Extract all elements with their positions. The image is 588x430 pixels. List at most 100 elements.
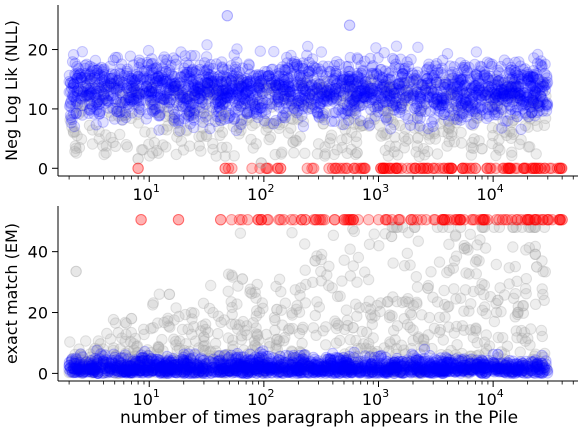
cloud-point <box>172 99 185 112</box>
cloud-point <box>187 63 199 76</box>
cloud-point <box>506 126 518 138</box>
cloud-point <box>246 119 258 132</box>
cloud-point <box>288 147 300 159</box>
cloud-point <box>184 90 196 102</box>
cloud-point <box>84 74 96 86</box>
cloud-point <box>390 40 403 52</box>
cloud-point <box>441 48 454 60</box>
data-point <box>476 143 488 155</box>
cloud-point <box>116 114 129 126</box>
cloud-point <box>325 129 338 141</box>
cloud-point <box>407 114 419 126</box>
cloud-point <box>279 64 291 77</box>
cloud-point <box>287 113 299 126</box>
cloud-point <box>235 100 247 113</box>
cloud-point <box>145 127 158 139</box>
cloud-point <box>400 135 412 147</box>
cloud-point <box>66 121 78 134</box>
cloud-point <box>203 302 216 315</box>
cloud-point <box>342 90 355 103</box>
cloud-point <box>422 329 434 341</box>
cloud-point <box>119 335 131 348</box>
data-point <box>141 80 153 93</box>
cloud-point <box>366 73 378 86</box>
cloud-point <box>157 123 169 136</box>
cloud-point <box>487 129 499 142</box>
cloud-point <box>456 107 469 120</box>
cloud-point <box>280 88 292 101</box>
cloud-point <box>170 80 183 93</box>
cloud-point <box>402 86 414 99</box>
cloud-point <box>441 140 453 152</box>
cloud-point <box>467 142 480 155</box>
cloud-point <box>515 123 527 136</box>
cloud-point <box>381 128 393 140</box>
cloud-point <box>197 122 209 134</box>
cloud-point <box>488 103 501 115</box>
cloud-point <box>425 266 437 278</box>
cloud-point <box>195 145 207 157</box>
cloud-point <box>266 101 278 113</box>
cloud-point <box>146 82 158 94</box>
cloud-point <box>467 119 479 131</box>
cloud-point <box>311 86 323 99</box>
cloud-point <box>525 323 537 335</box>
cloud-point <box>100 140 113 152</box>
cloud-point <box>503 262 515 274</box>
cloud-point <box>269 148 281 161</box>
data-point <box>103 72 116 85</box>
cloud-point <box>184 105 197 117</box>
cloud-point <box>414 93 427 105</box>
cloud-point <box>504 125 516 137</box>
data-point <box>172 125 185 138</box>
cloud-point <box>324 137 336 149</box>
x-tick-base: 10 <box>247 185 267 204</box>
x-tick-base: 10 <box>362 185 382 204</box>
cloud-point <box>73 107 85 120</box>
cloud-point <box>520 273 532 285</box>
cloud-point <box>222 285 234 297</box>
cloud-point <box>268 81 280 94</box>
cloud-point <box>235 124 247 137</box>
cloud-point <box>348 95 360 108</box>
cloud-point <box>161 124 173 136</box>
cloud-point <box>321 85 333 97</box>
cloud-point <box>492 123 505 135</box>
cloud-point <box>312 138 325 150</box>
cloud-point <box>499 80 511 92</box>
cloud-point <box>253 307 266 319</box>
cloud-point <box>311 148 324 160</box>
cloud-point <box>431 148 444 160</box>
cloud-point <box>439 311 451 323</box>
cloud-point <box>86 124 99 136</box>
cloud-point <box>507 128 519 141</box>
cloud-point <box>214 129 226 142</box>
cloud-point <box>199 111 212 123</box>
cloud-point <box>292 112 304 124</box>
cloud-point <box>184 140 196 152</box>
cloud-point <box>147 147 159 159</box>
cloud-point <box>354 120 367 133</box>
cloud-point <box>411 281 424 293</box>
cloud-point <box>411 110 424 122</box>
cloud-point <box>240 114 253 126</box>
cloud-point <box>197 102 209 114</box>
cloud-point <box>504 90 516 102</box>
cloud-point <box>146 99 158 111</box>
cloud-point <box>100 129 112 141</box>
data-point <box>205 75 218 87</box>
x-tick-label: 102 <box>247 182 274 204</box>
cloud-point <box>321 89 333 102</box>
cloud-point <box>488 315 501 328</box>
cloud-point <box>269 93 281 106</box>
cloud-point <box>350 78 362 90</box>
data-point <box>132 162 144 175</box>
cloud-point <box>448 105 460 117</box>
cloud-point <box>243 111 256 124</box>
cloud-point <box>513 138 526 150</box>
cloud-point <box>100 147 112 159</box>
cloud-point <box>274 350 286 363</box>
cloud-point <box>170 148 183 161</box>
cloud-point <box>379 144 391 157</box>
cloud-point <box>93 133 105 145</box>
